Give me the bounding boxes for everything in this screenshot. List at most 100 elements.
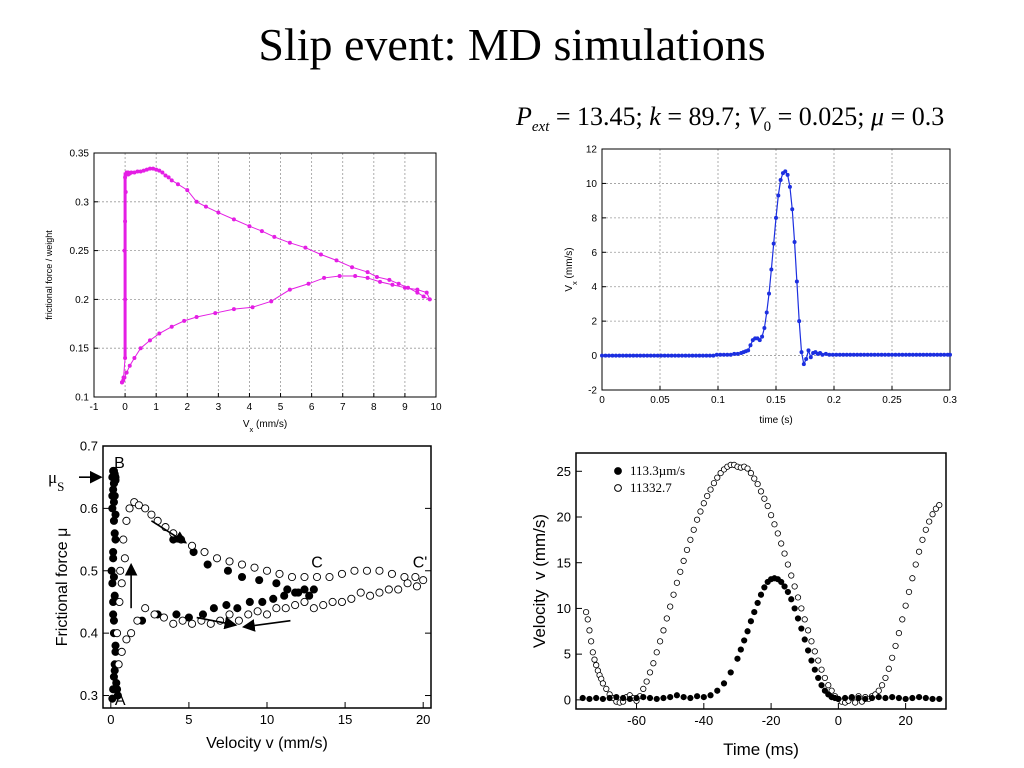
data-point xyxy=(728,352,733,357)
data-point-open xyxy=(187,619,197,628)
data-point-open xyxy=(117,647,126,656)
data-point-open xyxy=(650,660,657,667)
x-tick-label: 9 xyxy=(402,402,408,413)
data-point-filled xyxy=(737,646,744,653)
data-point xyxy=(390,282,395,287)
data-point-filled xyxy=(599,695,607,703)
y-tick-label: 0.15 xyxy=(70,344,90,355)
data-point-open xyxy=(127,629,136,638)
data-point xyxy=(645,353,650,358)
data-point xyxy=(924,352,929,357)
x-tick-label: 0.1 xyxy=(711,395,725,406)
data-point-filled xyxy=(804,647,812,654)
data-point-open xyxy=(309,604,318,613)
data-point-open xyxy=(262,566,272,575)
data-point-open xyxy=(337,597,347,607)
data-point-open xyxy=(936,502,943,509)
data-point xyxy=(879,352,884,357)
data-point-open xyxy=(586,627,593,634)
data-point xyxy=(732,351,737,356)
x-tick-label: 3 xyxy=(216,402,222,413)
data-point xyxy=(269,299,274,304)
data-point-open xyxy=(412,582,421,591)
data-point xyxy=(213,311,218,316)
data-point xyxy=(876,352,881,357)
data-point xyxy=(804,357,809,362)
data-point xyxy=(610,353,615,358)
x-tick-label: 8 xyxy=(371,402,377,413)
data-point xyxy=(613,353,618,358)
data-point-open xyxy=(169,619,178,628)
data-point xyxy=(182,318,187,323)
data-point-open xyxy=(237,560,247,569)
data-point-open xyxy=(325,572,334,582)
data-point-open xyxy=(287,572,297,582)
data-point-open xyxy=(788,572,795,579)
data-point xyxy=(827,352,832,357)
data-point-filled xyxy=(305,591,314,600)
data-point xyxy=(194,314,199,319)
direction-arrow xyxy=(150,520,188,544)
data-point xyxy=(799,350,804,355)
x-tick-label: 4 xyxy=(247,402,253,413)
x-tick-label: 5 xyxy=(278,402,284,413)
data-point-open xyxy=(680,557,687,564)
x-tick-label: -60 xyxy=(627,713,646,728)
data-point-filled xyxy=(788,596,795,603)
data-point-open xyxy=(116,566,125,575)
y-axis-label: frictional force / weight xyxy=(44,230,54,320)
x-tick-label: 0.05 xyxy=(650,395,670,406)
data-point-open xyxy=(113,629,122,638)
data-point-filled xyxy=(633,694,640,702)
x-tick-label: 5 xyxy=(185,712,192,727)
data-point-open xyxy=(929,511,936,518)
data-point-open xyxy=(690,526,697,533)
data-point-open xyxy=(687,536,694,543)
mu-s-label: μS xyxy=(48,468,64,494)
data-point xyxy=(886,352,891,357)
data-point xyxy=(844,352,849,357)
data-point-open xyxy=(272,604,281,613)
data-point xyxy=(680,353,685,358)
data-point xyxy=(603,353,608,358)
data-point-open xyxy=(141,604,150,613)
data-point-filled xyxy=(915,694,923,701)
mu-s-subscript: S xyxy=(57,479,64,494)
x-tick-label: 0 xyxy=(599,395,605,406)
data-point xyxy=(306,281,311,286)
data-point xyxy=(673,353,678,358)
y-tick-label: 0.5 xyxy=(80,563,98,578)
data-point-filled xyxy=(707,692,714,699)
data-point-filled xyxy=(895,694,903,702)
x-tick-label: 10 xyxy=(260,712,274,727)
data-point xyxy=(757,338,762,343)
y-axis-label: Vx (mm/s) xyxy=(564,247,579,291)
data-point-open xyxy=(919,536,926,543)
data-point xyxy=(648,353,653,358)
data-point xyxy=(917,352,922,357)
data-point-filled xyxy=(606,694,613,702)
data-point-open xyxy=(926,518,933,525)
data-point xyxy=(790,207,795,212)
x-tick-label: -1 xyxy=(90,402,99,413)
data-point xyxy=(124,370,129,375)
data-point-open xyxy=(291,601,300,610)
slide-title: Slip event: MD simulations xyxy=(258,19,766,70)
data-point xyxy=(303,245,308,250)
data-point-filled xyxy=(811,666,818,673)
data-point xyxy=(669,353,674,358)
data-point xyxy=(785,172,790,177)
data-point-open xyxy=(212,554,222,563)
data-point-open xyxy=(375,566,384,575)
y-tick-label: 0.3 xyxy=(75,197,89,208)
data-point xyxy=(154,167,159,172)
data-point-open xyxy=(234,616,243,625)
data-point-open xyxy=(147,510,156,519)
data-point-filled xyxy=(747,618,755,625)
data-point xyxy=(427,297,432,302)
data-point xyxy=(135,169,140,174)
x-axis-label: time (s) xyxy=(759,415,792,426)
data-point xyxy=(406,285,411,290)
point-label: B xyxy=(114,455,125,472)
data-point xyxy=(402,285,407,290)
